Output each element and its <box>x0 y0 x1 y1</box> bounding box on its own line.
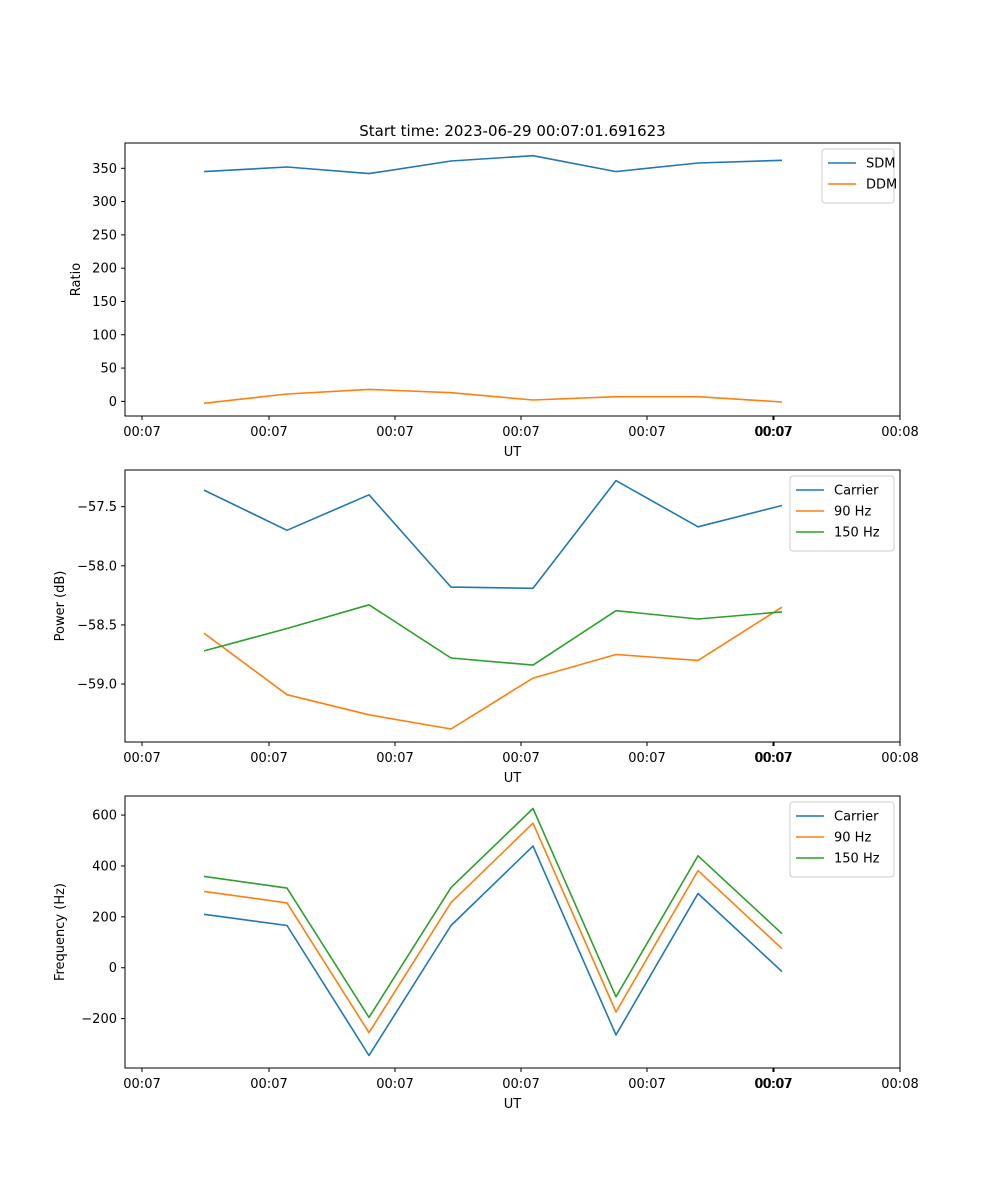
y-tick-label: 300 <box>92 195 117 210</box>
x-tick-label: 00:07 <box>123 1077 160 1092</box>
y-tick-label: 200 <box>92 910 117 925</box>
legend-label: Carrier <box>834 484 879 499</box>
x-tick-label: 00:07 <box>250 751 287 766</box>
x-tick-label: 00:07 <box>628 751 665 766</box>
series-line-90-hz <box>203 822 783 1034</box>
x-tick-label: 00:07 <box>502 751 539 766</box>
x-tick-label: 00:07 <box>376 1077 413 1092</box>
x-tick-label: 00:07 <box>755 1077 792 1092</box>
legend-label: DDM <box>866 178 897 193</box>
x-tick-label: 00:07 <box>628 1077 665 1092</box>
legend-label: 90 Hz <box>834 505 871 520</box>
legend-label: SDM <box>866 157 895 172</box>
series-line-150-hz <box>203 807 783 1019</box>
y-tick-label: 250 <box>92 228 117 243</box>
x-tick-label: 00:08 <box>881 1077 918 1092</box>
plot-frame <box>124 469 901 743</box>
legend-label: Carrier <box>834 810 879 825</box>
y-tick-label: −200 <box>81 1012 117 1027</box>
x-tick-label: 00:07 <box>376 425 413 440</box>
y-axis-label: Ratio <box>69 263 84 296</box>
x-tick-label: 00:07 <box>502 1077 539 1092</box>
x-tick-label: 00:07 <box>754 751 791 766</box>
x-axis-label: UT <box>504 445 522 460</box>
x-tick-label: 00:07 <box>754 1077 791 1092</box>
y-tick-label: 400 <box>92 859 117 874</box>
x-tick-label: 00:07 <box>502 425 539 440</box>
x-tick-label: 00:07 <box>250 1077 287 1092</box>
plot-frame <box>124 795 901 1069</box>
legend-label: 150 Hz <box>834 526 880 541</box>
y-tick-label: −58.0 <box>77 559 117 574</box>
y-tick-label: −57.5 <box>77 500 117 515</box>
series-line-90-hz <box>203 606 783 730</box>
y-axis-label: Frequency (Hz) <box>53 883 68 981</box>
y-tick-label: 100 <box>92 328 117 343</box>
y-tick-label: 0 <box>109 395 117 410</box>
x-axis-label: UT <box>504 771 522 786</box>
legend: Carrier 90 Hz 150 Hz <box>789 475 895 552</box>
x-tick-label: 00:07 <box>755 425 792 440</box>
y-tick-label: 50 <box>100 362 117 377</box>
y-tick-label: 150 <box>92 295 117 310</box>
x-tick-label: 00:07 <box>754 425 791 440</box>
x-tick-label: 00:07 <box>123 751 160 766</box>
series-line-ddm <box>203 388 783 405</box>
y-tick-label: −58.5 <box>77 618 117 633</box>
series-line-carrier <box>203 845 783 1057</box>
legend-label: 150 Hz <box>834 852 880 867</box>
series-line-150-hz <box>203 603 783 666</box>
x-tick-label: 00:07 <box>755 751 792 766</box>
y-axis-label: Power (dB) <box>53 571 68 642</box>
series-line-carrier <box>203 479 783 590</box>
legend: Carrier 90 Hz 150 Hz <box>789 801 895 878</box>
plot-frame <box>124 142 901 417</box>
x-tick-label: 00:07 <box>628 425 665 440</box>
y-tick-label: 200 <box>92 262 117 277</box>
series-line-sdm <box>203 154 783 175</box>
x-tick-label: 00:08 <box>881 425 918 440</box>
legend: SDM DDM <box>821 148 897 204</box>
y-tick-label: 350 <box>92 162 117 177</box>
x-tick-label: 00:07 <box>123 425 160 440</box>
figure-title: Start time: 2023-06-29 00:07:01.691623 <box>359 122 665 140</box>
x-tick-label: 00:08 <box>881 751 918 766</box>
y-tick-label: 0 <box>109 961 117 976</box>
x-tick-label: 00:07 <box>376 751 413 766</box>
y-tick-label: 600 <box>92 809 117 824</box>
x-axis-label: UT <box>504 1097 522 1112</box>
x-tick-label: 00:07 <box>250 425 287 440</box>
legend-label: 90 Hz <box>834 831 871 846</box>
y-tick-label: −59.0 <box>77 678 117 693</box>
